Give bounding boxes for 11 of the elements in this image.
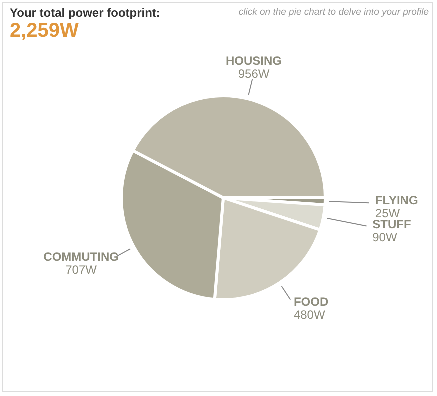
data-label: 480W <box>294 308 326 322</box>
slice-label: FLYING <box>375 194 418 208</box>
chart-subtitle: 2,259W <box>10 20 79 43</box>
data-label: 707W <box>66 262 98 277</box>
slice-label: HOUSING <box>226 54 282 68</box>
slice-label: COMMUTING <box>44 250 119 264</box>
chart-title: Your total power footprint: <box>10 6 160 20</box>
data-label: 956W <box>238 67 270 82</box>
data-label: 90W <box>372 230 398 245</box>
text: click on the pie chart to delve into your profile <box>238 7 429 18</box>
slice-label: FOOD <box>294 295 329 310</box>
